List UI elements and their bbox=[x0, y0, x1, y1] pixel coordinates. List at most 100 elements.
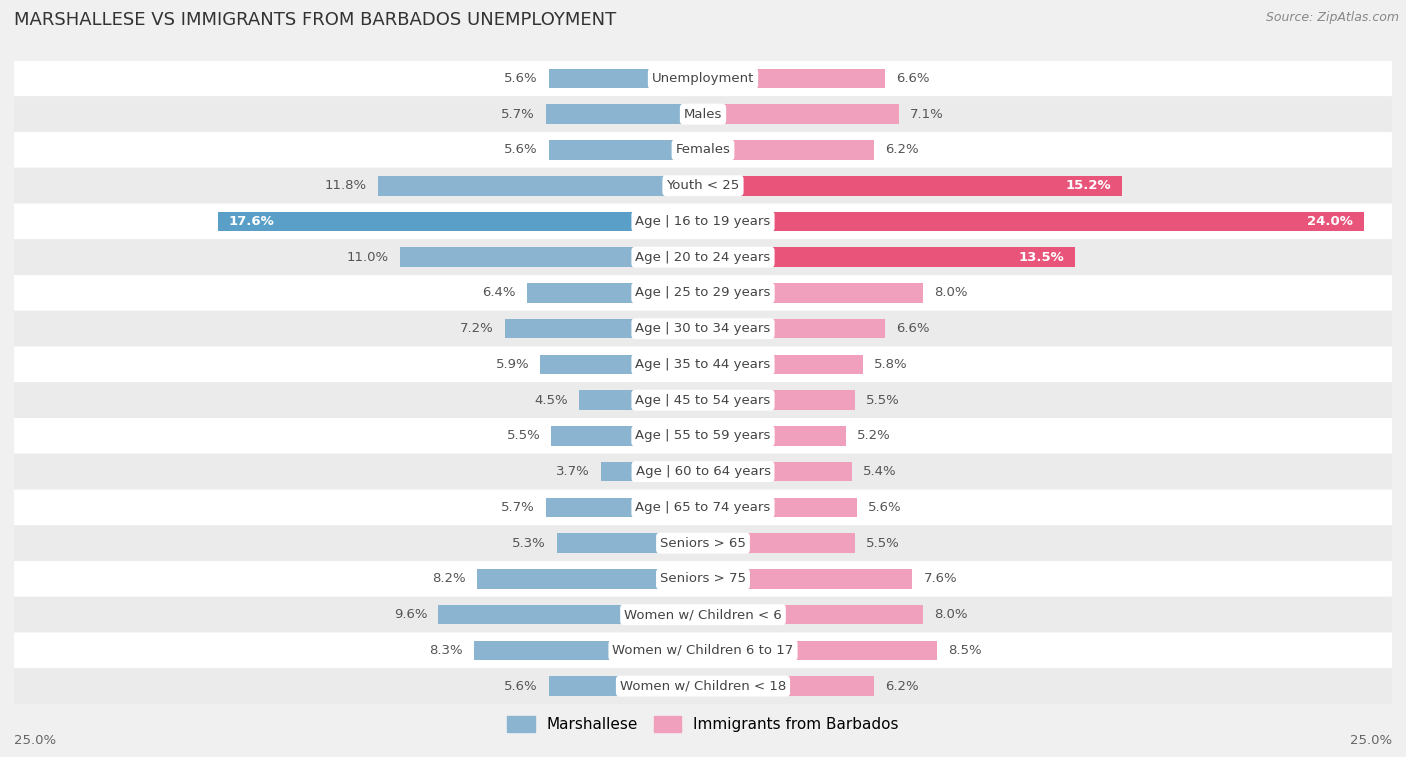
Text: Age | 16 to 19 years: Age | 16 to 19 years bbox=[636, 215, 770, 228]
Text: 6.6%: 6.6% bbox=[896, 72, 929, 85]
Text: 5.5%: 5.5% bbox=[866, 537, 900, 550]
FancyBboxPatch shape bbox=[14, 525, 1392, 561]
Text: Age | 65 to 74 years: Age | 65 to 74 years bbox=[636, 501, 770, 514]
Text: Age | 30 to 34 years: Age | 30 to 34 years bbox=[636, 322, 770, 335]
Text: 5.6%: 5.6% bbox=[503, 143, 537, 157]
Bar bbox=[540, 354, 703, 374]
Text: Seniors > 75: Seniors > 75 bbox=[659, 572, 747, 585]
Bar bbox=[703, 176, 1122, 195]
FancyBboxPatch shape bbox=[14, 239, 1392, 275]
Text: 5.4%: 5.4% bbox=[863, 465, 897, 478]
Text: 5.7%: 5.7% bbox=[501, 501, 534, 514]
Bar bbox=[600, 462, 703, 481]
Text: 7.1%: 7.1% bbox=[910, 107, 943, 120]
Text: 6.4%: 6.4% bbox=[482, 286, 516, 300]
Bar bbox=[703, 676, 875, 696]
Bar bbox=[703, 354, 863, 374]
Text: 6.6%: 6.6% bbox=[896, 322, 929, 335]
FancyBboxPatch shape bbox=[14, 132, 1392, 168]
Text: Unemployment: Unemployment bbox=[652, 72, 754, 85]
Text: Females: Females bbox=[675, 143, 731, 157]
Text: 8.0%: 8.0% bbox=[935, 286, 967, 300]
Bar bbox=[703, 534, 855, 553]
Bar bbox=[505, 319, 703, 338]
Text: 7.2%: 7.2% bbox=[460, 322, 494, 335]
Text: 6.2%: 6.2% bbox=[884, 680, 918, 693]
Text: Age | 25 to 29 years: Age | 25 to 29 years bbox=[636, 286, 770, 300]
Bar bbox=[546, 104, 703, 124]
FancyBboxPatch shape bbox=[14, 490, 1392, 525]
Text: Age | 60 to 64 years: Age | 60 to 64 years bbox=[636, 465, 770, 478]
FancyBboxPatch shape bbox=[14, 453, 1392, 490]
Text: 8.5%: 8.5% bbox=[948, 644, 981, 657]
Bar bbox=[703, 69, 884, 89]
Text: Source: ZipAtlas.com: Source: ZipAtlas.com bbox=[1265, 11, 1399, 24]
Text: 5.7%: 5.7% bbox=[501, 107, 534, 120]
Bar bbox=[477, 569, 703, 589]
FancyBboxPatch shape bbox=[14, 168, 1392, 204]
Bar bbox=[439, 605, 703, 625]
FancyBboxPatch shape bbox=[14, 668, 1392, 704]
Text: Males: Males bbox=[683, 107, 723, 120]
FancyBboxPatch shape bbox=[14, 96, 1392, 132]
FancyBboxPatch shape bbox=[14, 561, 1392, 597]
Text: 5.6%: 5.6% bbox=[503, 72, 537, 85]
Text: Women w/ Children < 6: Women w/ Children < 6 bbox=[624, 608, 782, 621]
Text: 5.6%: 5.6% bbox=[869, 501, 903, 514]
Text: 17.6%: 17.6% bbox=[229, 215, 274, 228]
FancyBboxPatch shape bbox=[14, 382, 1392, 418]
Text: 13.5%: 13.5% bbox=[1018, 251, 1064, 263]
Text: 5.5%: 5.5% bbox=[506, 429, 540, 442]
Bar bbox=[703, 319, 884, 338]
Bar bbox=[399, 248, 703, 267]
Text: 8.2%: 8.2% bbox=[433, 572, 465, 585]
Bar bbox=[551, 426, 703, 446]
Text: 5.9%: 5.9% bbox=[496, 358, 530, 371]
Bar bbox=[703, 140, 875, 160]
Bar bbox=[527, 283, 703, 303]
Text: 3.7%: 3.7% bbox=[557, 465, 591, 478]
FancyBboxPatch shape bbox=[14, 61, 1392, 96]
FancyBboxPatch shape bbox=[14, 633, 1392, 668]
Bar bbox=[546, 497, 703, 517]
Bar bbox=[703, 462, 852, 481]
Bar bbox=[703, 391, 855, 410]
Bar bbox=[703, 497, 858, 517]
Text: Age | 55 to 59 years: Age | 55 to 59 years bbox=[636, 429, 770, 442]
Text: 5.5%: 5.5% bbox=[866, 394, 900, 407]
Text: Age | 35 to 44 years: Age | 35 to 44 years bbox=[636, 358, 770, 371]
Text: Age | 20 to 24 years: Age | 20 to 24 years bbox=[636, 251, 770, 263]
Legend: Marshallese, Immigrants from Barbados: Marshallese, Immigrants from Barbados bbox=[501, 710, 905, 738]
FancyBboxPatch shape bbox=[14, 204, 1392, 239]
Text: 5.6%: 5.6% bbox=[503, 680, 537, 693]
Text: Age | 45 to 54 years: Age | 45 to 54 years bbox=[636, 394, 770, 407]
Text: 24.0%: 24.0% bbox=[1308, 215, 1354, 228]
Bar bbox=[557, 534, 703, 553]
Text: Seniors > 65: Seniors > 65 bbox=[659, 537, 747, 550]
Bar bbox=[703, 605, 924, 625]
Text: 4.5%: 4.5% bbox=[534, 394, 568, 407]
Text: 6.2%: 6.2% bbox=[884, 143, 918, 157]
Text: 7.6%: 7.6% bbox=[924, 572, 957, 585]
Bar bbox=[703, 569, 912, 589]
Bar bbox=[703, 212, 1364, 231]
Bar bbox=[703, 248, 1076, 267]
Text: Women w/ Children 6 to 17: Women w/ Children 6 to 17 bbox=[613, 644, 793, 657]
Text: 5.3%: 5.3% bbox=[512, 537, 546, 550]
Bar bbox=[378, 176, 703, 195]
Text: 11.0%: 11.0% bbox=[347, 251, 389, 263]
Text: 25.0%: 25.0% bbox=[14, 734, 56, 747]
Bar bbox=[548, 69, 703, 89]
Text: 8.3%: 8.3% bbox=[430, 644, 463, 657]
Bar bbox=[703, 426, 846, 446]
Text: 5.8%: 5.8% bbox=[875, 358, 907, 371]
Text: 25.0%: 25.0% bbox=[1350, 734, 1392, 747]
Bar bbox=[548, 140, 703, 160]
Bar bbox=[703, 640, 938, 660]
Bar bbox=[474, 640, 703, 660]
FancyBboxPatch shape bbox=[14, 275, 1392, 311]
Bar bbox=[579, 391, 703, 410]
FancyBboxPatch shape bbox=[14, 311, 1392, 347]
Text: Youth < 25: Youth < 25 bbox=[666, 179, 740, 192]
FancyBboxPatch shape bbox=[14, 418, 1392, 453]
